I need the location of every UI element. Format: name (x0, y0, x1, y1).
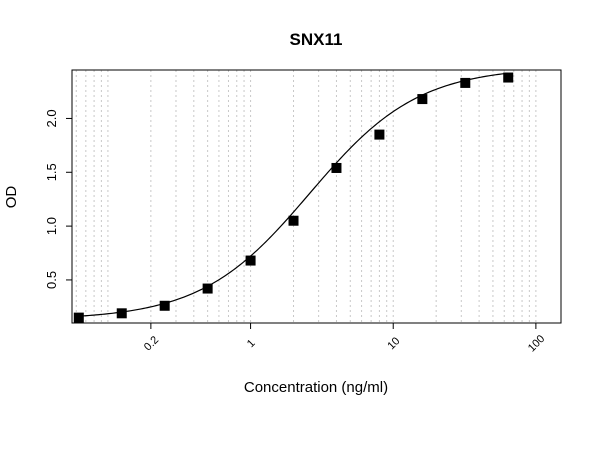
x-tick-label: 0.2 (142, 334, 161, 353)
grid-lines (75, 70, 537, 323)
data-point-marker (288, 215, 299, 226)
y-axis-label: OD (3, 186, 20, 209)
data-point-marker (503, 72, 514, 83)
data-point-marker (245, 255, 256, 266)
x-axis: 0.2 1 10 100 (142, 323, 547, 354)
data-point-marker (159, 300, 170, 311)
data-points (73, 72, 514, 323)
fit-curve (78, 72, 509, 317)
y-tick-label: 0.5 (44, 271, 59, 289)
data-point-marker (331, 162, 342, 173)
data-point-marker (460, 77, 471, 88)
x-tick-label: 10 (385, 335, 402, 352)
data-point-marker (73, 312, 84, 323)
chart-title: SNX11 (290, 30, 343, 49)
x-axis-label: Concentration (ng/ml) (244, 379, 388, 396)
y-tick-label: 2.0 (44, 109, 59, 127)
y-axis: 0.5 1.0 1.5 2.0 (44, 109, 72, 289)
x-tick-label: 1 (245, 337, 258, 350)
data-point-marker (417, 94, 428, 105)
y-tick-label: 1.0 (44, 217, 59, 235)
y-tick-label: 1.5 (44, 163, 59, 181)
data-point-marker (374, 129, 385, 140)
data-point-marker (116, 308, 127, 319)
fit-curve-layer (78, 72, 509, 317)
x-tick-label: 100 (526, 333, 547, 354)
plot-frame (71, 69, 562, 324)
data-point-marker (202, 283, 213, 294)
